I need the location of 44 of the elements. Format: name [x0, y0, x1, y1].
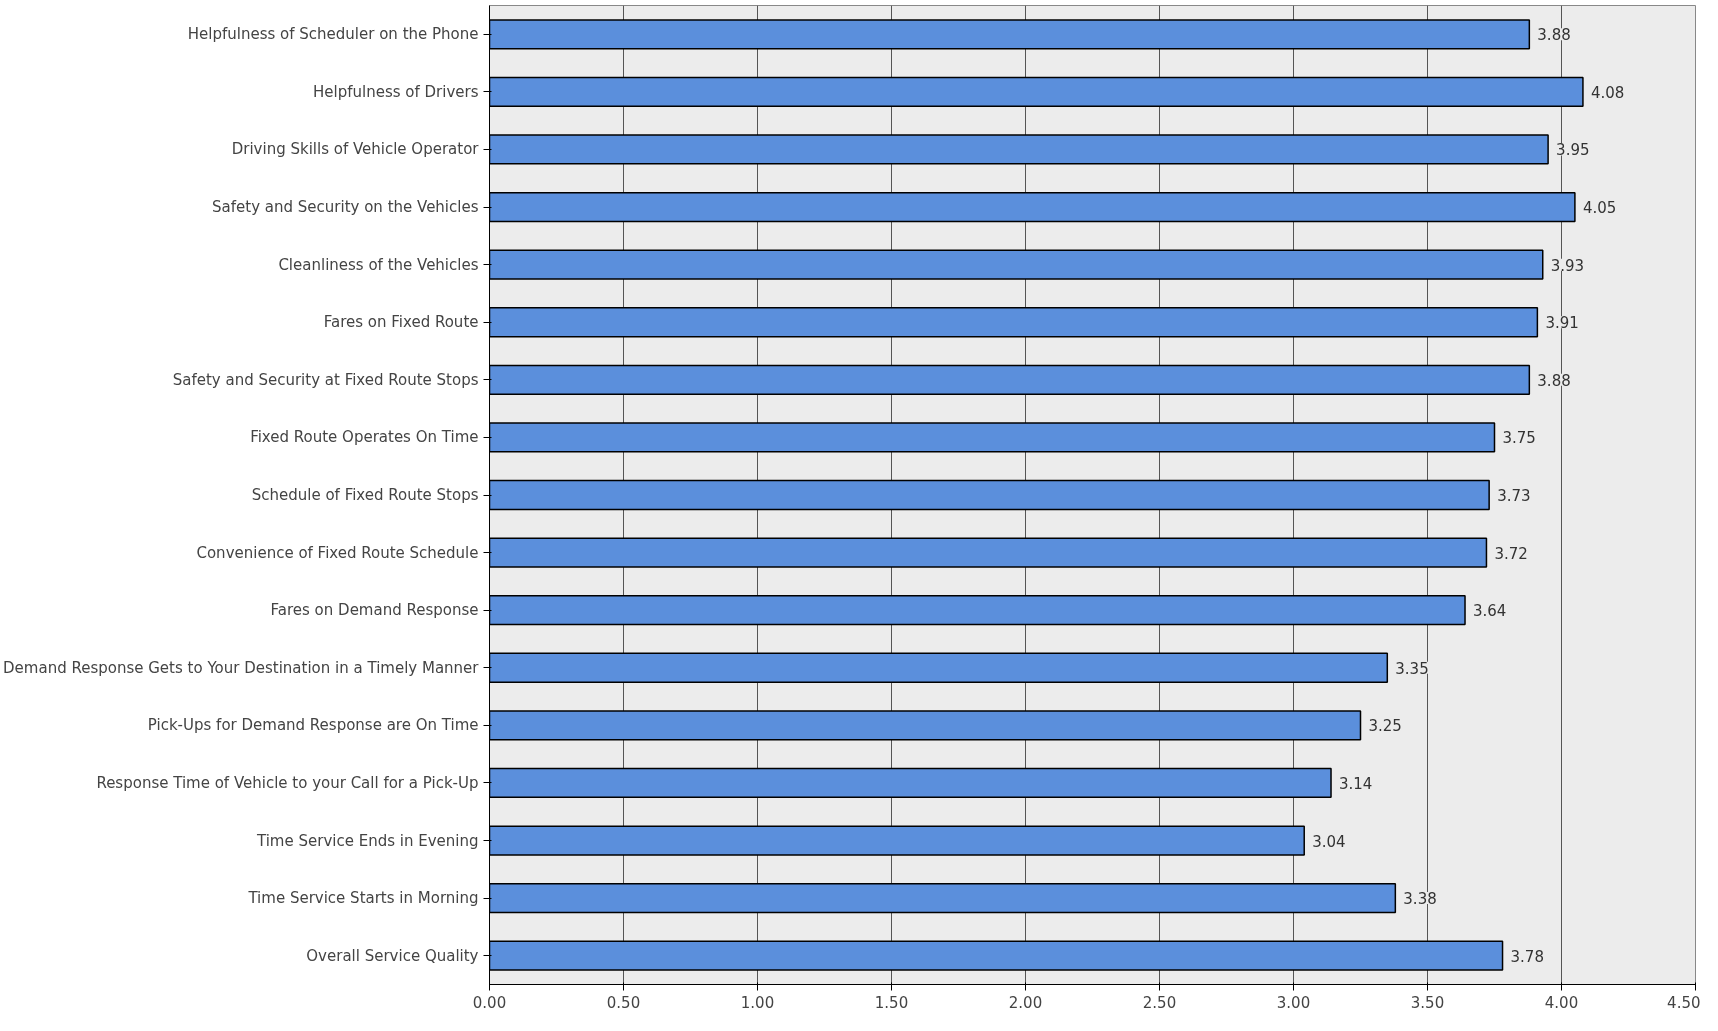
x-tick-label: 4.50: [1667, 993, 1701, 1012]
y-tick-label: Safety and Security on the Vehicles: [212, 198, 479, 217]
data-label: 4.08: [1590, 83, 1625, 102]
x-tick-label: 3.50: [1410, 993, 1445, 1012]
y-tick-label: Time Service Starts in Morning: [247, 889, 479, 908]
data-label: 3.88: [1537, 371, 1571, 390]
data-label: 3.35: [1395, 659, 1429, 678]
y-tick-label: Overall Service Quality: [306, 946, 479, 965]
data-label: 3.93: [1550, 256, 1585, 275]
data-label: 3.73: [1497, 487, 1531, 505]
y-tick-label: Fixed Route Operates On Time: [250, 428, 479, 447]
x-tick-label: 0.50: [606, 993, 641, 1012]
data-label: 3.64: [1473, 602, 1507, 621]
x-tick-label: 2.00: [1008, 993, 1043, 1012]
data-label: 3.95: [1556, 141, 1590, 160]
data-label: 3.88: [1537, 26, 1571, 45]
data-label: 3.75: [1502, 429, 1536, 448]
x-tick-label: 1.00: [740, 993, 775, 1012]
data-label: 3.78: [1510, 947, 1544, 966]
y-tick-label: Demand Response Gets to Your Destination in a Timely Manner: [3, 658, 480, 677]
data-label: 3.38: [1403, 890, 1437, 909]
y-tick-label: Convenience of Fixed Route Schedule: [196, 543, 479, 562]
data-label: 3.25: [1368, 717, 1402, 736]
y-tick-label: Helpfulness of Drivers: [313, 82, 479, 101]
x-tick-label: 0.00: [472, 993, 507, 1012]
y-tick-label: Response Time of Vehicle to your Call for a Pick-Up: [96, 773, 479, 792]
y-tick-label: Time Service Ends in Evening: [256, 831, 479, 850]
x-tick-label: 2.50: [1142, 993, 1177, 1012]
x-tick-label: 3.00: [1276, 993, 1311, 1012]
y-tick-label: Fares on Fixed Route: [323, 313, 479, 332]
data-label: 3.14: [1339, 774, 1373, 793]
y-tick-label: Driving Skills of Vehicle Operator: [231, 140, 480, 159]
data-label: 3.91: [1545, 314, 1579, 333]
data-label: 3.04: [1312, 832, 1346, 851]
data-label: 3.72: [1494, 544, 1528, 563]
y-tick-label: Helpfulness of Scheduler on the Phone: [187, 25, 479, 44]
y-tick-label: Pick-Ups for Demand Response are On Time: [147, 716, 479, 735]
x-tick-label: 4.00: [1544, 993, 1579, 1012]
y-tick-label: Fares on Demand Response: [270, 601, 479, 620]
data-label: 4.05: [1582, 199, 1617, 218]
y-tick-label: Safety and Security at Fixed Route Stops: [172, 370, 479, 389]
y-tick-label: Cleanliness of the Vehicles: [278, 255, 479, 274]
y-tick-label: Schedule of Fixed Route Stops: [251, 486, 479, 504]
x-tick-label: 1.50: [874, 993, 909, 1012]
